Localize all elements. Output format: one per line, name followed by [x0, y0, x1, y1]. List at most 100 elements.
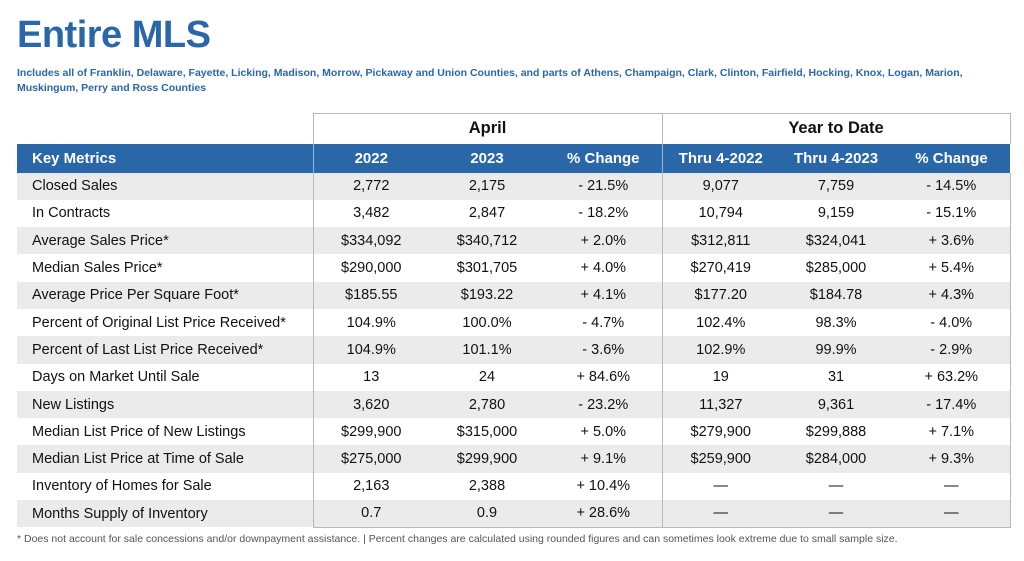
group-spacer: [17, 114, 313, 144]
ytd-2023-value: $299,888: [805, 423, 867, 440]
page-title: Entire MLS: [17, 14, 211, 56]
april-2023-value: 101.1%: [429, 336, 545, 364]
ytd-2022-value: 102.9%: [661, 336, 780, 364]
april-2023-value: 2,780: [429, 390, 545, 419]
april-2022-value: 3,482: [312, 199, 429, 228]
table-row: Median List Price of New Listings $299,90…: [17, 418, 1011, 446]
metric-name: Months Supply of Inventory: [17, 500, 313, 528]
ytd-2023-value: $284,000: [779, 445, 894, 473]
ytd-change: + 3.6%: [893, 227, 1011, 255]
april-2022-value: $290,000: [312, 254, 429, 282]
ytd-change: + 7.1%: [893, 418, 1011, 446]
april-2023-value: 2,847: [468, 205, 506, 222]
april-2023-value: $340,712: [429, 227, 545, 255]
metrics-table-body: Closed Sales 2,772 2,175- 21.5% 9,077 7,759-…: [17, 172, 1011, 528]
ytd-change: - 2.9%: [893, 336, 1011, 364]
april-change: + 2.0%: [545, 227, 663, 255]
ytd-change: - 14.5%: [893, 172, 1011, 200]
metric-name: Closed Sales: [17, 172, 313, 200]
metric-name: In Contracts: [32, 205, 111, 222]
table-row: Percent of Original List Price Received*…: [17, 308, 1011, 337]
table-row: Average Price Per Square Foot* $185.55 $19…: [17, 281, 1011, 309]
ytd-2023-value: —: [828, 478, 844, 495]
april-change: - 4.7%: [582, 314, 625, 331]
column-header-april-change: % Change: [545, 143, 663, 173]
column-header-2023: 2023: [429, 143, 545, 173]
column-header-thru-4-2023: Thru 4-2023: [779, 143, 894, 173]
metric-name: Percent of Original List Price Received*: [32, 314, 286, 331]
april-2022-value: 13: [312, 363, 429, 391]
table-row: Median Sales Price* $290,000 $301,705 + 4.0…: [17, 254, 1011, 282]
ytd-2023-value: $324,041: [779, 227, 894, 255]
ytd-2023-value: $285,000: [805, 260, 867, 277]
column-header-2022: 2022: [312, 143, 429, 173]
ytd-change: + 5.4%: [893, 254, 1011, 282]
april-2023-value: $315,000: [456, 423, 518, 440]
april-2022-value: 104.9%: [312, 336, 429, 364]
april-2023-value: 100.0%: [462, 314, 512, 331]
april-change: + 4.1%: [545, 281, 663, 309]
metric-name: Days on Market Until Sale: [32, 369, 200, 386]
april-2022-value: $185.55: [312, 281, 429, 309]
ytd-change: + 4.3%: [893, 281, 1011, 309]
april-2022-value: $334,092: [312, 227, 429, 255]
ytd-2023-value: —: [779, 500, 894, 528]
april-change: + 5.0%: [580, 423, 627, 440]
april-2023-value: $299,900: [429, 445, 545, 473]
ytd-change: —: [893, 472, 1011, 501]
column-header-row: Key Metrics 2022 2023 % Change Thru 4-20…: [17, 143, 1011, 173]
april-2022-value: 3,620: [312, 390, 429, 419]
column-header-thru-4-2022: Thru 4-2022: [661, 143, 780, 173]
ytd-change: - 15.1%: [893, 199, 1011, 228]
april-2023-value: 2,175: [429, 172, 545, 200]
table-row: Percent of Last List Price Received* 104.…: [17, 336, 1011, 364]
april-change: + 28.6%: [545, 500, 663, 528]
footnote: * Does not account for sale concessions …: [17, 533, 898, 545]
april-2023-value: 24: [478, 369, 496, 386]
metric-name: Average Sales Price*: [17, 227, 313, 255]
metric-name: Inventory of Homes for Sale: [32, 478, 212, 495]
metric-name: Average Price Per Square Foot*: [17, 281, 313, 309]
ytd-2022-value: 102.4%: [661, 308, 780, 337]
april-2022-value: $299,900: [312, 418, 429, 446]
metric-name: Median List Price at Time of Sale: [17, 445, 313, 473]
group-header-year-to-date: Year to Date: [661, 113, 1011, 144]
ytd-change: + 9.3%: [893, 445, 1011, 473]
group-header-april: April: [312, 113, 663, 144]
ytd-2022-value: —: [661, 472, 780, 501]
table-row: New Listings 3,620 2,780- 23.2% 11,327 9,361…: [17, 390, 1011, 419]
april-2022-value: 104.9%: [312, 308, 429, 337]
table-row: Months Supply of Inventory 0.7 0.9 + 28.6% —…: [17, 500, 1011, 528]
metric-name: Percent of Last List Price Received*: [17, 336, 313, 364]
april-change: + 10.4%: [576, 478, 631, 495]
april-change: + 4.0%: [580, 260, 627, 277]
ytd-2022-value: $177.20: [661, 281, 780, 309]
ytd-2022-value: 10,794: [661, 199, 780, 228]
table-row: Median List Price at Time of Sale $275,00…: [17, 445, 1011, 473]
column-header-ytd-change: % Change: [893, 143, 1011, 173]
table-row: In Contracts 3,482 2,847 - 18.2% 10,794 9,159…: [17, 199, 1011, 228]
table-row: Average Sales Price* $334,092 $340,712 + 2.…: [17, 227, 1011, 255]
april-change: + 84.6%: [576, 369, 631, 386]
april-change: + 9.1%: [545, 445, 663, 473]
column-header-key-metrics: Key Metrics: [17, 143, 313, 173]
ytd-change: + 63.2%: [893, 363, 1011, 391]
april-2022-value: 2,163: [312, 472, 429, 501]
april-2022-value: 2,772: [312, 172, 429, 200]
april-change: - 18.2%: [578, 205, 629, 222]
ytd-2022-value: $279,900: [661, 418, 780, 446]
ytd-change: - 4.0%: [893, 308, 1011, 337]
ytd-2022-value: 11,327: [661, 390, 780, 419]
ytd-2022-value: $312,811: [661, 227, 780, 255]
april-change: - 3.6%: [545, 336, 663, 364]
april-2023-value: 0.9: [429, 500, 545, 528]
ytd-2022-value: $270,419: [661, 254, 780, 282]
ytd-2023-value: 9,159: [817, 205, 855, 222]
ytd-change: - 17.4%: [893, 390, 1011, 419]
metric-name: Median List Price of New Listings: [32, 423, 246, 440]
coverage-subtitle: Includes all of Franklin, Delaware, Faye…: [17, 67, 963, 94]
table-row: Inventory of Homes for Sale 2,163 2,388 + 1…: [17, 472, 1011, 501]
ytd-2023-value: 99.9%: [779, 336, 894, 364]
ytd-2022-value: 9,077: [661, 172, 780, 200]
ytd-2022-value: 19: [661, 363, 780, 391]
